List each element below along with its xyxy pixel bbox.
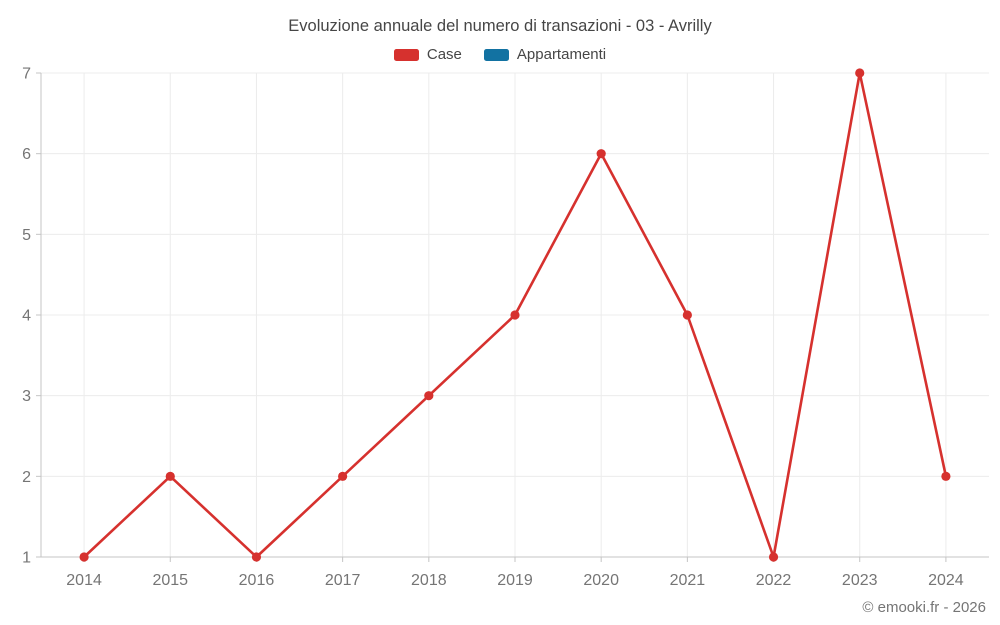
x-axis-label: 2019	[497, 572, 533, 589]
y-axis-label: 3	[22, 388, 31, 405]
legend-label: Case	[426, 46, 462, 63]
x-axis-label: 2014	[66, 572, 102, 589]
y-axis-label: 6	[22, 146, 31, 163]
data-point[interactable]	[424, 391, 434, 401]
data-point[interactable]	[855, 68, 865, 78]
x-axis-label: 2016	[239, 572, 275, 589]
data-point[interactable]	[165, 471, 175, 481]
legend-item-case[interactable]: Case	[393, 46, 462, 63]
x-axis-label: 2021	[670, 572, 706, 589]
data-point[interactable]	[510, 310, 520, 320]
chart-title: Evoluzione annuale del numero di transaz…	[288, 17, 712, 35]
x-axis-label: 2017	[325, 572, 361, 589]
y-axis-label: 7	[22, 66, 31, 83]
data-point[interactable]	[682, 310, 692, 320]
copyright-footer: © emooki.fr - 2026	[862, 599, 986, 616]
legend-label: Appartamenti	[516, 46, 607, 63]
data-point[interactable]	[941, 471, 951, 481]
x-axis-label: 2020	[583, 572, 619, 589]
y-axis-label: 2	[22, 469, 31, 486]
data-point[interactable]	[79, 552, 89, 562]
y-axis-label: 5	[22, 227, 31, 244]
x-axis-label: 2018	[411, 572, 447, 589]
data-point[interactable]	[596, 149, 606, 159]
legend-swatch-icon	[393, 48, 419, 61]
x-axis-label: 2015	[152, 572, 188, 589]
data-point[interactable]	[338, 471, 348, 481]
data-point[interactable]	[251, 552, 262, 562]
legend-swatch-icon	[483, 48, 509, 61]
x-axis-label: 2024	[928, 572, 964, 589]
x-axis-label: 2022	[756, 572, 792, 589]
y-axis-label: 4	[22, 308, 31, 325]
legend: Case Appartamenti	[0, 46, 1000, 63]
y-axis-label: 1	[22, 550, 31, 567]
x-axis-label: 2023	[842, 572, 878, 589]
legend-item-appartamenti[interactable]: Appartamenti	[483, 46, 607, 63]
data-point[interactable]	[768, 552, 779, 562]
